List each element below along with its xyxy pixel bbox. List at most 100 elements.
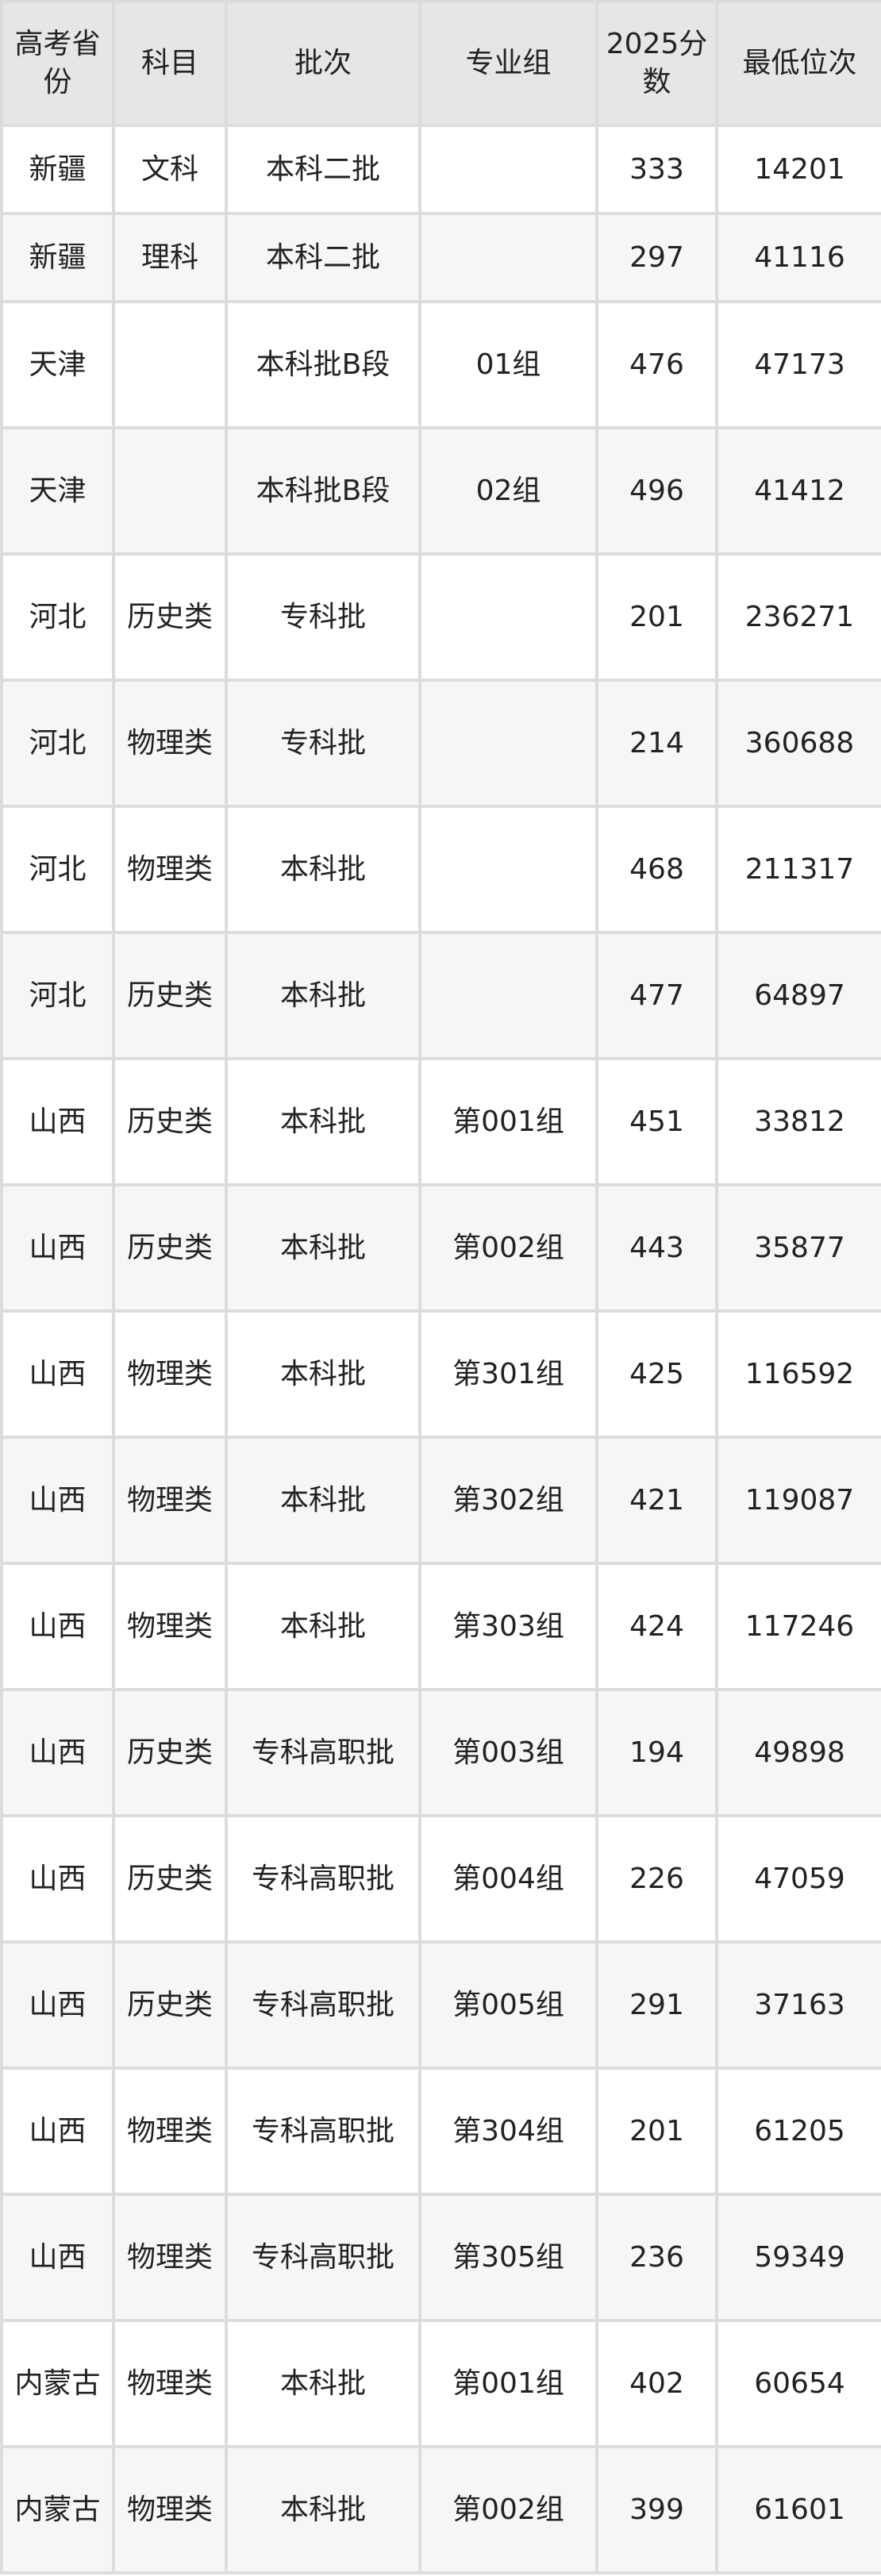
cell-min-rank: 236271 [715,552,881,682]
cell-batch: 本科二批 [225,124,421,215]
cell-subject: 物理类 [112,1436,228,1565]
cell-province: 新疆 [0,212,115,303]
cell-province: 山西 [0,1436,115,1565]
cell-min-rank: 41412 [715,426,881,556]
cell-province: 天津 [0,426,115,556]
cell-province: 内蒙古 [0,2319,115,2448]
cell-province: 河北 [0,931,115,1060]
cell-province: 河北 [0,805,115,934]
cell-subject: 物理类 [112,2319,228,2448]
table-row: 山西 历史类 本科批 第001组 451 33812 [0,1057,881,1186]
cell-subject: 文科 [112,124,228,215]
cell-subject: 历史类 [112,1057,228,1186]
cell-subject: 物理类 [112,1309,228,1439]
cell-province: 内蒙古 [0,2445,115,2574]
cell-major-group: 第002组 [418,2445,598,2574]
table-row: 新疆 理科 本科二批 297 41116 [0,212,881,303]
cell-score: 451 [595,1057,718,1186]
cell-score: 496 [595,426,718,556]
cell-score: 214 [595,679,718,808]
cell-province: 天津 [0,300,115,429]
table-row: 山西 物理类 专科高职批 第305组 236 59349 [0,2193,881,2322]
cell-batch: 本科批 [225,931,421,1060]
cell-batch: 本科批 [225,805,421,934]
cell-province: 河北 [0,552,115,682]
cell-province: 山西 [0,1562,115,1691]
cell-batch: 本科批 [225,1057,421,1186]
header-subject: 科目 [112,0,228,127]
cell-min-rank: 49898 [715,1688,881,1817]
cell-min-rank: 47059 [715,1814,881,1944]
header-batch: 批次 [225,0,421,127]
cell-score: 476 [595,300,718,429]
cell-major-group: 02组 [418,426,598,556]
cell-min-rank: 33812 [715,1057,881,1186]
cell-subject [112,300,228,429]
cell-batch: 本科批 [225,2445,421,2574]
table-row: 河北 物理类 本科批 468 211317 [0,805,881,934]
cell-province: 山西 [0,1940,115,2070]
cell-subject: 物理类 [112,1562,228,1691]
cell-major-group: 第001组 [418,1057,598,1186]
header-major-group: 专业组 [418,0,598,127]
cell-major-group [418,124,598,215]
cell-subject: 历史类 [112,1940,228,2070]
cell-batch: 本科二批 [225,212,421,303]
cell-major-group: 第303组 [418,1562,598,1691]
cell-batch: 专科批 [225,679,421,808]
cell-batch: 本科批 [225,1436,421,1565]
cell-major-group: 第003组 [418,1688,598,1817]
cell-score: 421 [595,1436,718,1565]
cell-province: 山西 [0,2193,115,2322]
table-row: 山西 物理类 本科批 第303组 424 117246 [0,1562,881,1691]
cell-subject: 物理类 [112,679,228,808]
cell-major-group [418,805,598,934]
cell-score: 226 [595,1814,718,1944]
cell-min-rank: 35877 [715,1183,881,1313]
table-row: 天津 本科批B段 02组 496 41412 [0,426,881,556]
cell-province: 山西 [0,2067,115,2196]
cell-score: 399 [595,2445,718,2574]
cell-batch: 本科批 [225,1183,421,1313]
cell-subject: 历史类 [112,552,228,682]
header-score: 2025分数 [595,0,718,127]
cell-batch: 专科高职批 [225,2067,421,2196]
cell-batch: 专科高职批 [225,1688,421,1817]
cell-province: 山西 [0,1309,115,1439]
table-row: 内蒙古 物理类 本科批 第001组 402 60654 [0,2319,881,2448]
cell-min-rank: 47173 [715,300,881,429]
header-province: 高考省份 [0,0,115,127]
cell-major-group: 第304组 [418,2067,598,2196]
cell-province: 山西 [0,1688,115,1817]
cell-province: 新疆 [0,124,115,215]
cell-subject: 历史类 [112,1183,228,1313]
cell-batch: 专科批 [225,552,421,682]
table-row: 山西 物理类 本科批 第302组 421 119087 [0,1436,881,1565]
cell-score: 477 [595,931,718,1060]
cell-major-group: 第001组 [418,2319,598,2448]
cell-score: 468 [595,805,718,934]
cell-subject: 历史类 [112,931,228,1060]
cell-batch: 本科批B段 [225,426,421,556]
cell-major-group: 第004组 [418,1814,598,1944]
table-row: 山西 物理类 本科批 第301组 425 116592 [0,1309,881,1439]
cell-score: 333 [595,124,718,215]
cell-province: 山西 [0,1183,115,1313]
cell-min-rank: 117246 [715,1562,881,1691]
cell-min-rank: 116592 [715,1309,881,1439]
table-row: 河北 物理类 专科批 214 360688 [0,679,881,808]
cell-score: 425 [595,1309,718,1439]
cell-subject: 理科 [112,212,228,303]
cell-major-group: 第002组 [418,1183,598,1313]
cell-min-rank: 41116 [715,212,881,303]
cell-province: 河北 [0,679,115,808]
cell-major-group: 01组 [418,300,598,429]
cell-subject: 物理类 [112,2193,228,2322]
cell-subject: 历史类 [112,1814,228,1944]
cell-batch: 本科批 [225,1562,421,1691]
cell-major-group [418,212,598,303]
cell-subject [112,426,228,556]
table-row: 内蒙古 物理类 本科批 第002组 399 61601 [0,2445,881,2574]
cell-score: 201 [595,2067,718,2196]
cell-major-group [418,931,598,1060]
